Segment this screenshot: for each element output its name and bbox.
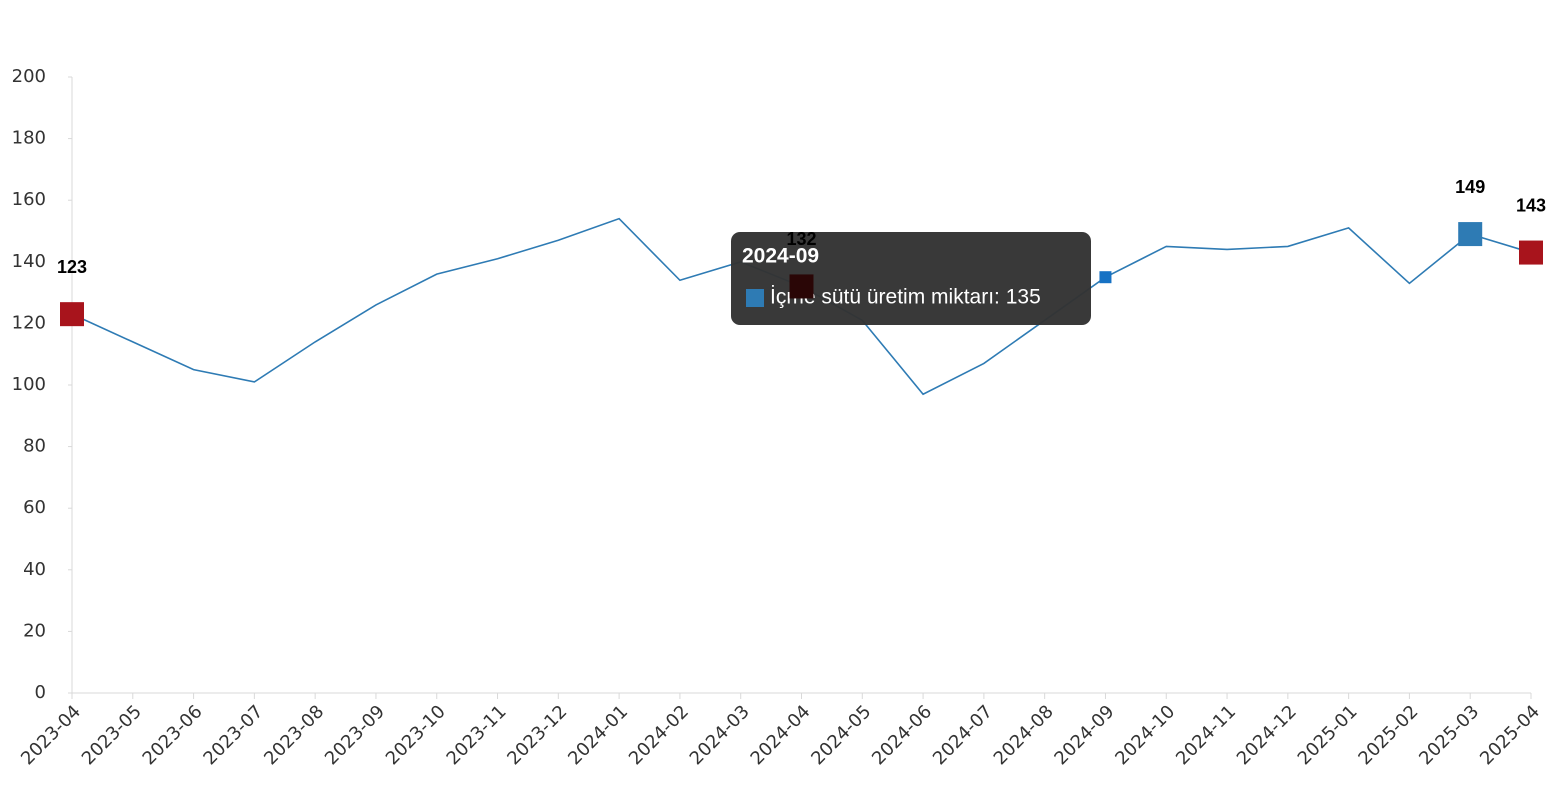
y-tick-label: 0: [35, 682, 46, 703]
x-tick-label: 2024-08: [990, 701, 1058, 769]
x-tick-label: 2024-02: [625, 701, 693, 769]
x-tick-label: 2024-09: [1050, 701, 1118, 769]
y-tick-label: 40: [23, 559, 46, 580]
x-tick-label: 2024-11: [1172, 701, 1240, 769]
x-tick-label: 2024-03: [686, 701, 754, 769]
x-tick-label: 2024-01: [564, 701, 632, 769]
x-tick-label: 2023-09: [321, 701, 389, 769]
x-tick-label: 2025-02: [1354, 701, 1422, 769]
tooltip: 2024-09 İçme sütü üretim miktarı: 135: [731, 232, 1091, 325]
x-tick-label: 2024-10: [1111, 701, 1179, 769]
x-tick-label: 2023-11: [443, 701, 511, 769]
y-tick-label: 180: [12, 128, 46, 149]
x-tick-label: 2024-07: [929, 701, 997, 769]
marker: [1458, 222, 1483, 247]
data-label: 123: [57, 257, 87, 277]
data-label: 149: [1455, 177, 1485, 197]
x-tick-label: 2023-04: [17, 701, 85, 769]
hover-marker: [1099, 271, 1112, 284]
y-tick-label: 140: [12, 251, 46, 272]
data-label: 143: [1516, 195, 1546, 215]
y-tick-label: 20: [23, 620, 46, 641]
y-tick-label: 160: [12, 189, 46, 210]
y-tick-label: 100: [12, 374, 46, 395]
y-tick-label: 120: [12, 312, 46, 333]
y-tick-label: 80: [23, 436, 46, 457]
marker: [789, 274, 814, 299]
tooltip-box: [731, 232, 1091, 325]
x-tick-label: 2025-01: [1294, 701, 1362, 769]
x-tick-label: 2023-08: [260, 701, 328, 769]
x-tick-label: 2023-10: [382, 701, 450, 769]
tooltip-text: İçme sütü üretim miktarı: 135: [770, 286, 1041, 309]
x-tick-label: 2025-03: [1415, 701, 1483, 769]
x-tick-label: 2023-12: [503, 701, 571, 769]
tooltip-title: 2024-09: [742, 245, 819, 268]
marker: [60, 302, 84, 327]
x-tick-label: 2024-12: [1233, 701, 1301, 769]
x-tick-label: 2023-06: [139, 701, 207, 769]
x-tick-label: 2024-06: [868, 701, 936, 769]
data-label: 132: [786, 229, 816, 249]
x-tick-label: 2025-04: [1476, 701, 1544, 769]
x-tick-label: 2023-05: [78, 701, 146, 769]
y-tick-label: 200: [12, 66, 46, 87]
x-tick-label: 2023-07: [199, 701, 267, 769]
y-tick-label: 60: [23, 497, 46, 518]
marker: [1519, 240, 1543, 265]
x-tick-label: 2024-05: [807, 701, 875, 769]
tooltip-swatch: [746, 289, 764, 307]
x-tick-label: 2024-04: [747, 701, 815, 769]
